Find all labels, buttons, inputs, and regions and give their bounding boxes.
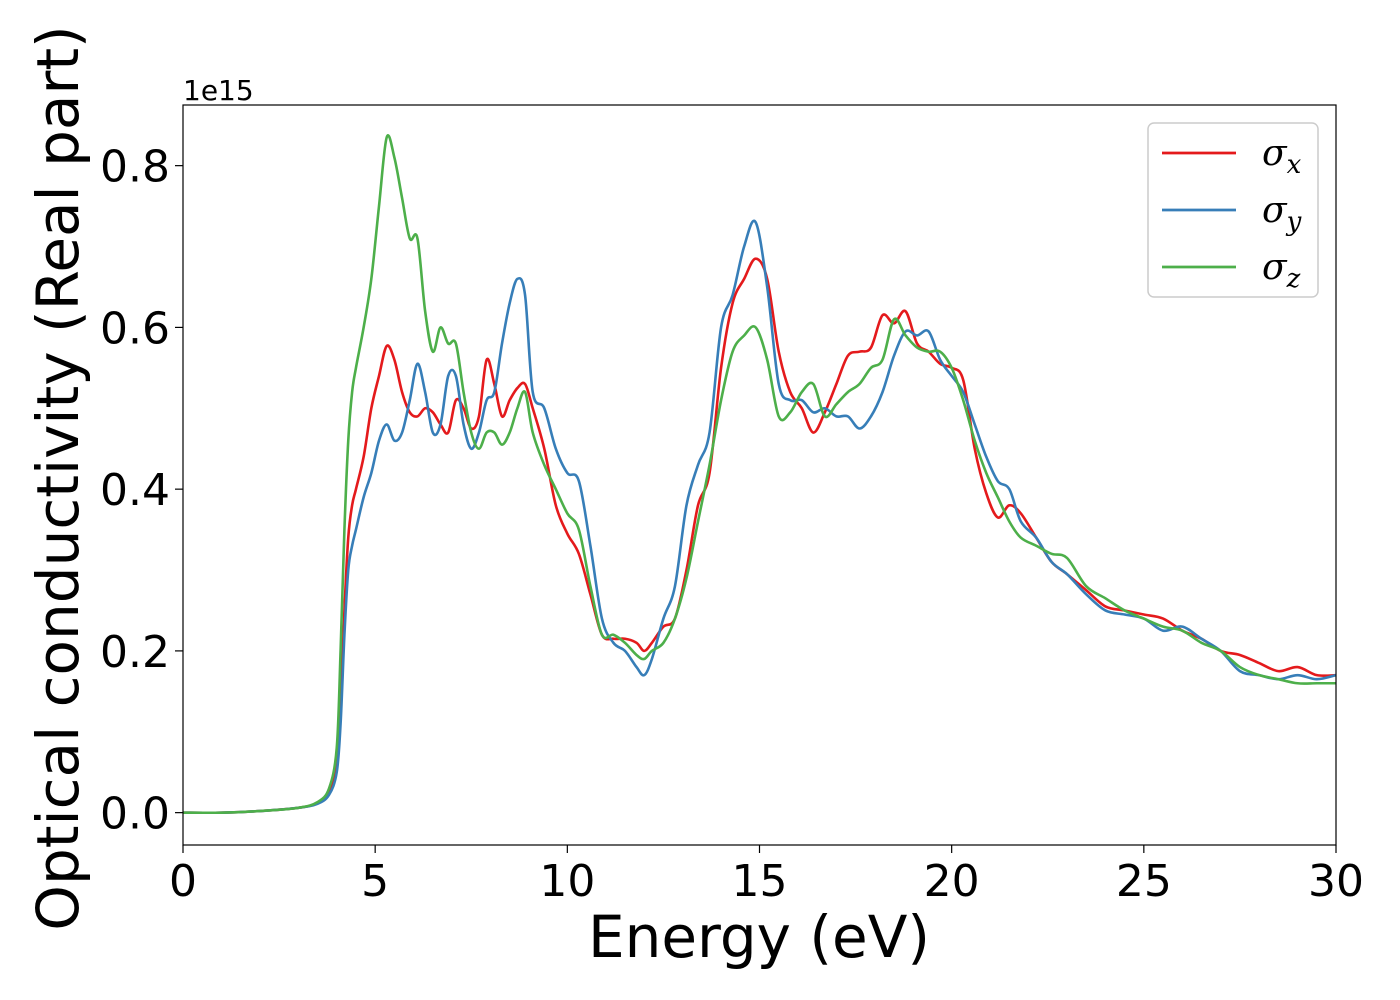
x-tick-label: 30 xyxy=(1308,856,1364,907)
y-tick-label: 0.6 xyxy=(100,303,170,354)
x-tick-label: 20 xyxy=(924,856,980,907)
y-offset-label: 1e15 xyxy=(183,74,254,107)
x-axis-title: Energy (eV) xyxy=(588,903,930,971)
x-tick-label: 10 xyxy=(539,856,595,907)
series-layer xyxy=(182,134,1337,815)
y-tick-label: 0.0 xyxy=(100,789,170,840)
x-tick-label: 15 xyxy=(732,856,788,907)
y-tick-label: 0.2 xyxy=(100,627,170,678)
legend-label-y: σy xyxy=(1262,190,1302,237)
legend-label-x: σx xyxy=(1262,133,1302,180)
series-line-y xyxy=(182,219,1337,815)
y-axis-ticks: 0.0 0.2 0.4 0.6 0.8 xyxy=(100,142,183,840)
series-line-z xyxy=(182,134,1336,815)
legend-label-z: σz xyxy=(1262,247,1301,294)
x-axis-ticks: 0 5 10 15 20 25 30 xyxy=(169,845,1364,907)
y-axis-title: Optical conductivity (Real part) xyxy=(24,25,92,930)
legend: σx σy σz xyxy=(1147,122,1319,298)
x-tick-label: 25 xyxy=(1116,856,1172,907)
x-tick-label: 0 xyxy=(169,856,197,907)
x-tick-label: 5 xyxy=(361,856,389,907)
y-tick-label: 0.4 xyxy=(100,465,170,516)
y-tick-label: 0.8 xyxy=(100,142,170,193)
